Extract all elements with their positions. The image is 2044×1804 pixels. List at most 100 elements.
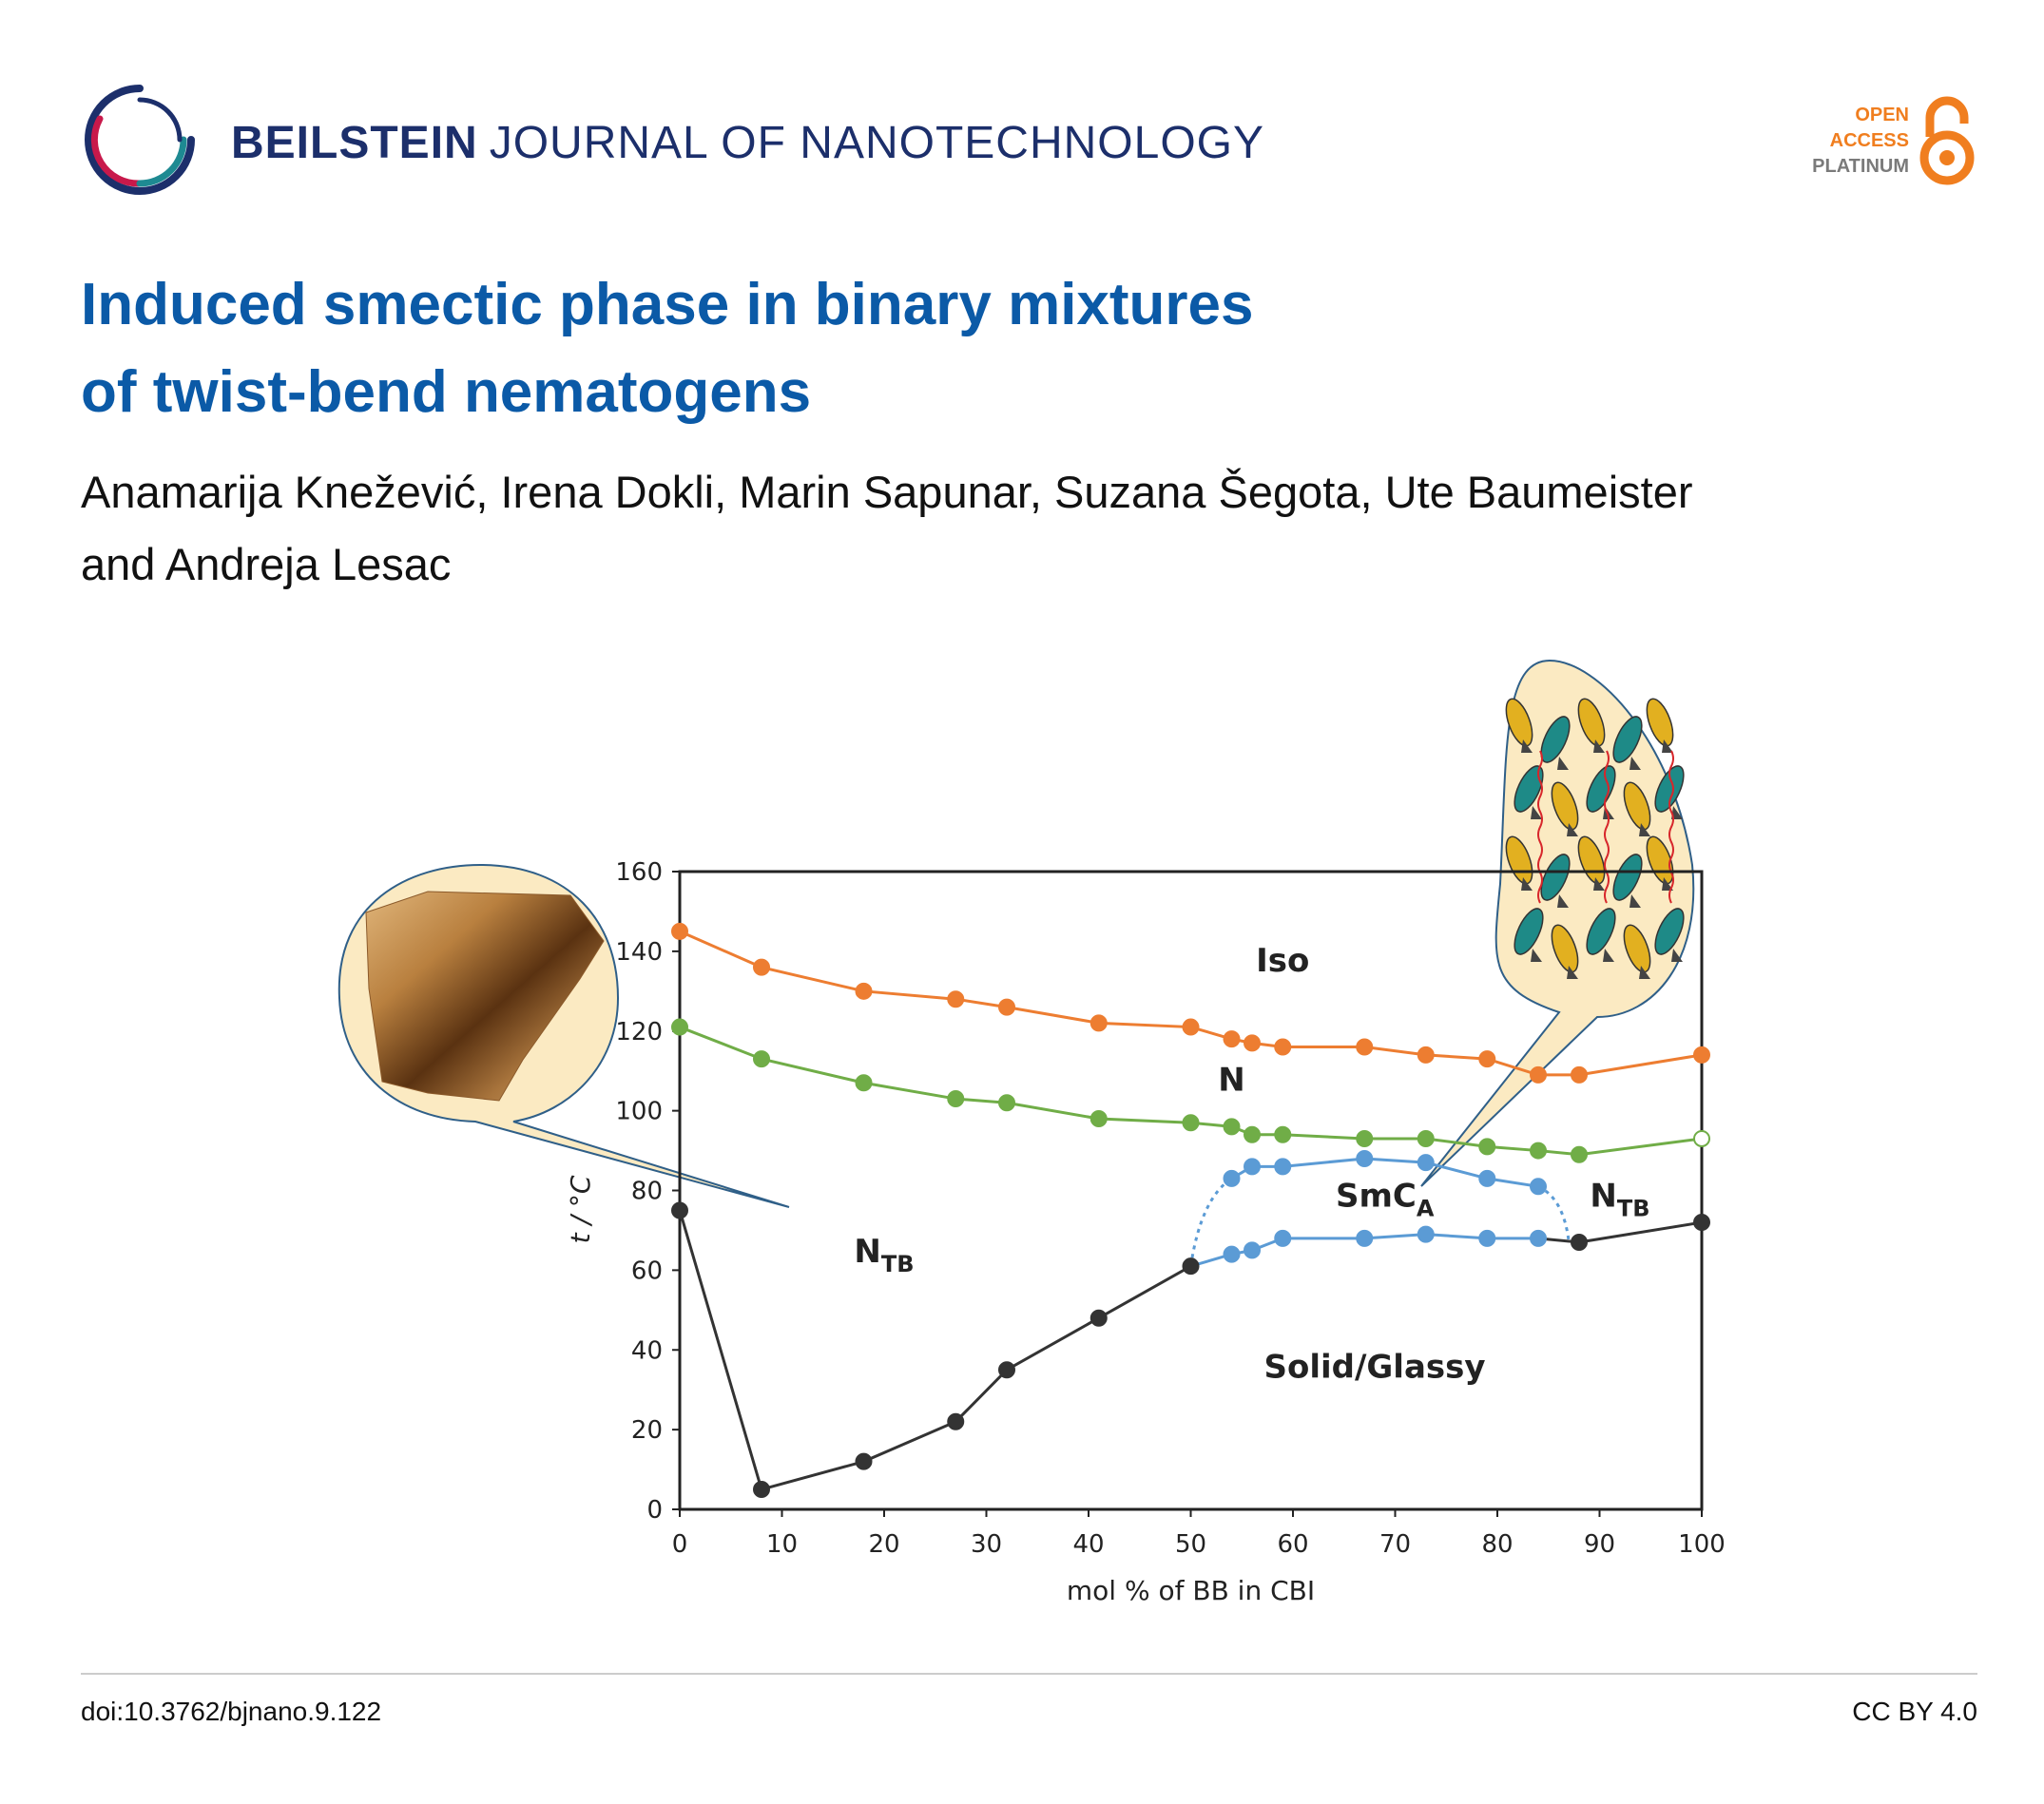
molecule-icon xyxy=(1514,908,1544,955)
data-point xyxy=(1089,1110,1108,1128)
data-point xyxy=(1478,1229,1496,1247)
journal-header: BEILSTEIN JOURNAL OF NANOTECHNOLOGY OPEN … xyxy=(81,81,1977,204)
data-point xyxy=(1182,1114,1200,1132)
series-line xyxy=(679,930,1703,1077)
data-point xyxy=(1530,1142,1547,1160)
series-line xyxy=(679,1026,1703,1157)
region-label-subscript: TB xyxy=(881,1251,915,1277)
molecule-link-icon xyxy=(1639,823,1650,836)
molecule-icon xyxy=(1540,716,1571,763)
region-label: Solid/Glassy xyxy=(1263,1349,1485,1387)
data-point xyxy=(1223,1245,1241,1263)
region-label-subscript: TB xyxy=(1617,1195,1650,1221)
open-access-badge: OPEN ACCESS PLATINUM xyxy=(1787,95,1977,190)
data-point xyxy=(1693,1046,1710,1064)
series-iso xyxy=(671,922,1710,1084)
molecule-icon xyxy=(1654,908,1685,955)
molecule-link-icon xyxy=(1662,877,1673,891)
data-point xyxy=(998,1361,1015,1379)
data-point xyxy=(855,1074,873,1092)
data-point xyxy=(1274,1125,1292,1143)
data-point xyxy=(1244,1034,1261,1052)
data-point xyxy=(1571,1065,1588,1084)
oa-access-label: ACCESS xyxy=(1829,130,1909,151)
data-point xyxy=(1244,1158,1261,1176)
molecule-link-icon xyxy=(1639,966,1650,979)
y-axis-label: t / °C xyxy=(565,1175,596,1243)
x-tick-label: 70 xyxy=(1379,1530,1411,1559)
oa-platinum-label: PLATINUM xyxy=(1812,156,1909,177)
data-point xyxy=(1356,1038,1374,1056)
data-point xyxy=(1356,1129,1374,1147)
region-label: N xyxy=(1218,1062,1244,1100)
data-point xyxy=(998,1094,1015,1112)
data-point xyxy=(1223,1030,1241,1048)
data-point xyxy=(1244,1125,1261,1143)
molecule-link-icon xyxy=(1593,739,1605,753)
data-point xyxy=(1223,1118,1241,1136)
beilstein-logo-icon xyxy=(85,85,195,195)
y-tick-label: 120 xyxy=(615,1018,663,1046)
molecule-icon xyxy=(1586,765,1616,813)
y-tick-label: 140 xyxy=(615,938,663,967)
data-point xyxy=(1244,1241,1261,1259)
molecule-icon xyxy=(1612,716,1643,763)
authors-line-2: and Andreja Lesac xyxy=(81,539,452,589)
title-line-1: Induced smectic phase in binary mixtures xyxy=(81,272,1254,337)
region-label-text: N xyxy=(1218,1062,1244,1100)
data-point xyxy=(753,958,770,976)
open-access-lock-icon xyxy=(1919,96,1975,185)
journal-name: BEILSTEIN JOURNAL OF NANOTECHNOLOGY xyxy=(231,117,1264,169)
data-point xyxy=(1417,1154,1435,1172)
oa-open-label: OPEN xyxy=(1855,105,1909,125)
molecule-icon xyxy=(1505,698,1533,747)
data-point xyxy=(671,1201,688,1219)
y-tick-label: 40 xyxy=(631,1336,663,1365)
y-tick-label: 0 xyxy=(646,1496,663,1525)
data-point xyxy=(1417,1129,1435,1147)
series-smca-upper xyxy=(1223,1149,1547,1196)
data-point xyxy=(1182,1018,1200,1036)
smca-dome-right-connector xyxy=(1537,1184,1571,1243)
molecule-link-icon xyxy=(1629,894,1641,908)
data-point xyxy=(671,922,688,940)
x-tick-label: 30 xyxy=(971,1530,1002,1559)
journal-name-strong: BEILSTEIN xyxy=(231,118,478,168)
title-line-2: of twist-bend nematogens xyxy=(81,359,812,425)
region-label-subscript: A xyxy=(1417,1195,1435,1221)
phase-diagram-chart: 0 20 40 60 80 100 120 140 160 0 10 20 30 40 50 60 70 80 90… xyxy=(337,659,1726,1606)
data-point xyxy=(1530,1065,1547,1084)
article-title: Induced smectic phase in binary mixtures… xyxy=(81,261,1697,436)
region-label-text: SmC xyxy=(1336,1177,1417,1215)
data-point xyxy=(1089,1014,1108,1032)
molecular-model-bubble xyxy=(1420,659,1695,1187)
region-label-text: Solid/Glassy xyxy=(1263,1349,1485,1387)
molecule-link-icon xyxy=(1629,757,1641,770)
region-label: NTB xyxy=(1590,1177,1649,1221)
data-point xyxy=(1356,1149,1374,1167)
data-point xyxy=(855,982,873,1000)
afm-image-bubble xyxy=(337,863,790,1208)
molecule-link-icon xyxy=(1662,739,1673,753)
x-tick-label: 60 xyxy=(1277,1530,1308,1559)
layer-spacer-icon xyxy=(1604,750,1610,904)
author-list: Anamarija Knežević, Irena Dokli, Marin S… xyxy=(81,456,1935,601)
data-point xyxy=(1571,1234,1588,1252)
layer-spacer-icon xyxy=(1668,750,1674,904)
footer-divider xyxy=(81,1673,1977,1675)
graphical-abstract: 0 20 40 60 80 100 120 140 160 0 10 20 30 40 50 60 70 80 90… xyxy=(323,646,1730,1635)
y-tick-label: 160 xyxy=(615,858,663,887)
x-tick-label: 90 xyxy=(1584,1530,1615,1559)
region-label-text: N xyxy=(854,1233,880,1271)
data-point xyxy=(753,1481,770,1499)
data-point xyxy=(753,1050,770,1068)
region-label-text: Iso xyxy=(1256,942,1309,980)
molecule-link-icon xyxy=(1593,877,1605,891)
molecule-link-icon xyxy=(1567,823,1578,836)
region-label: Iso xyxy=(1256,942,1309,980)
x-tick-label: 50 xyxy=(1175,1530,1206,1559)
molecule-icon xyxy=(1623,781,1651,831)
data-point xyxy=(1223,1169,1241,1187)
x-tick-label: 10 xyxy=(766,1530,798,1559)
